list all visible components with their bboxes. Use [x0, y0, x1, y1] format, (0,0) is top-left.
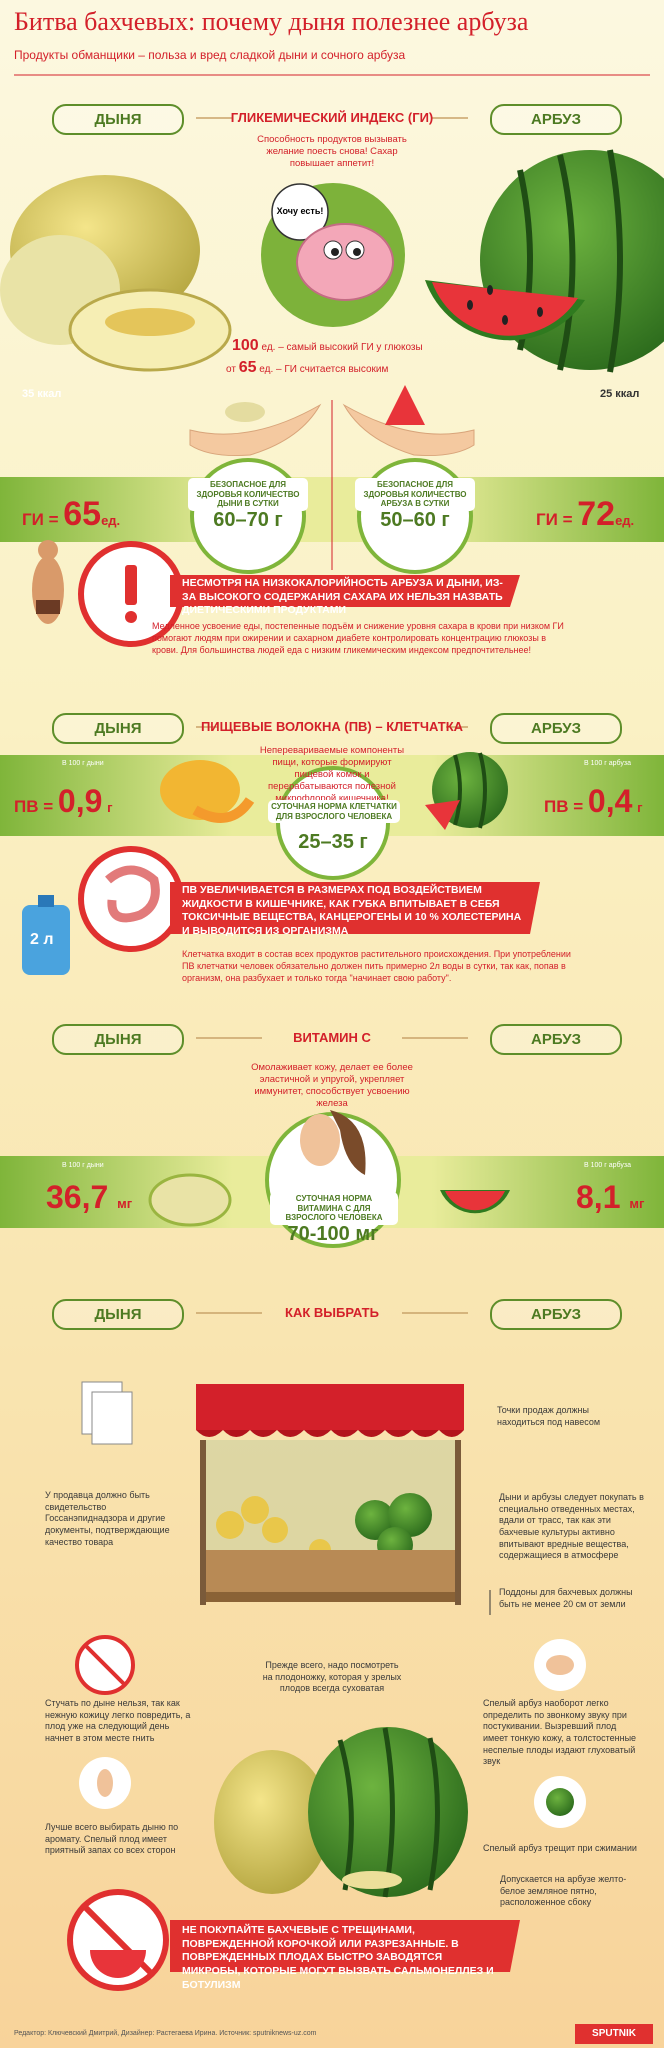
subtitle: Продукты обманщики – польза и вред сладк… — [14, 48, 406, 62]
watermelon-pill: АРБУЗ — [490, 1024, 622, 1055]
melon-pill: ДЫНЯ — [52, 104, 184, 135]
label: ПВ = — [544, 797, 584, 816]
melon-pill: ДЫНЯ — [52, 1024, 184, 1055]
value: 65 — [238, 359, 257, 376]
high-note: от 65 ед. – ГИ считается высоким — [226, 358, 388, 377]
unit: ед. — [615, 513, 635, 528]
description: Способность продуктов вызывать желание п… — [257, 134, 407, 169]
note: Клетчатка входит в состав всех продуктов… — [182, 949, 571, 984]
bottle-label: 2 л — [30, 931, 54, 948]
note: Медленное усвоение еды, постепенные подъ… — [152, 621, 564, 656]
label: ГИ = — [536, 510, 573, 529]
melon-kcal: 35 ккал — [22, 388, 62, 400]
norm-amount: 25–35 г — [298, 831, 368, 853]
speech-bubble: Хочу есть! — [276, 206, 324, 216]
unit: г — [107, 800, 113, 815]
section-title: ПИЩЕВЫЕ ВОЛОКНА (ПВ) – КЛЕТЧАТКА — [200, 719, 464, 734]
value: 0,4 — [587, 783, 633, 819]
safe-amount: 60–70 г — [213, 509, 283, 531]
section-title: ГЛИКЕМИЧЕСКИЙ ИНДЕКС (ГИ) — [230, 110, 434, 125]
description: Неперевариваемые компоненты пищи, которы… — [259, 745, 405, 804]
watermelon-kcal: 25 ккал — [600, 388, 640, 400]
watermelon-vitamin: 8,1 мг — [576, 1178, 644, 1216]
canopy-note: Точки продаж должны находиться под навес… — [497, 1405, 601, 1427]
per-100g: В 100 г арбуза — [584, 1162, 631, 1169]
unit: г — [637, 800, 643, 815]
description: Омолаживает кожу, делает ее более эласти… — [251, 1062, 413, 1109]
text: ед. – ГИ считается высоким — [259, 364, 389, 375]
melon-pill: ДЫНЯ — [52, 713, 184, 744]
watermelon-gi: ГИ = 72ед. — [536, 494, 634, 535]
spot-note: Допускается на арбузе желто-белое землян… — [500, 1874, 627, 1908]
watermelon-pill: АРБУЗ — [490, 713, 622, 744]
logo: SPUTNIK — [592, 2028, 636, 2039]
melon-fiber: ПВ = 0,9 г — [14, 782, 113, 820]
squeeze-note: Спелый арбуз трещит при сжимании — [483, 1843, 637, 1853]
value: 100 — [232, 337, 259, 354]
unit: мг — [629, 1196, 645, 1211]
melon-vitamin: 36,7 мг — [46, 1178, 132, 1216]
safe-label: БЕЗОПАСНОЕ ДЛЯ ЗДОРОВЬЯ КОЛИЧЕСТВО АРБУЗ… — [355, 478, 475, 511]
knock-watermelon-note: Спелый арбуз наоборот легко определить п… — [483, 1698, 637, 1767]
value: 8,1 — [576, 1179, 621, 1215]
knock-melon-note: Стучать по дыне нельзя, так как нежную к… — [45, 1698, 191, 1744]
unit: ед. — [101, 513, 121, 528]
credits: Редактор: Ключевский Дмитрий, Дизайнер: … — [14, 2030, 317, 2037]
section-title: ВИТАМИН С — [293, 1030, 371, 1045]
pallets-note: Поддоны для бахчевых должны быть не мене… — [499, 1587, 633, 1609]
value: 36,7 — [46, 1179, 109, 1215]
watermelon-pill: АРБУЗ — [490, 1299, 622, 1330]
norm-label: СУТОЧНАЯ НОРМА КЛЕТЧАТКИ ДЛЯ ВЗРОСЛОГО Ч… — [268, 800, 400, 824]
text: ед. – самый высокий ГИ у глюкозы — [261, 342, 423, 353]
title: Битва бахчевых: почему дыня полезнее арб… — [14, 7, 529, 36]
melon-gi: ГИ = 65ед. — [22, 494, 120, 535]
prefix: от — [226, 364, 236, 375]
melon-pill: ДЫНЯ — [52, 1299, 184, 1330]
norm-label: СУТОЧНАЯ НОРМА ВИТАМИНА С ДЛЯ ВЗРОСЛОГО … — [270, 1192, 398, 1225]
label: ГИ = — [22, 510, 59, 529]
watermelon-fiber: ПВ = 0,4 г — [544, 782, 643, 820]
safe-label: БЕЗОПАСНОЕ ДЛЯ ЗДОРОВЬЯ КОЛИЧЕСТВО ДЫНИ … — [188, 478, 308, 511]
glucose-note: 100 ед. – самый высокий ГИ у глюкозы — [232, 336, 423, 355]
per-100g: В 100 г дыни — [62, 760, 104, 767]
section-title: КАК ВЫБРАТЬ — [285, 1305, 379, 1320]
norm-amount: 70-100 мг — [287, 1223, 379, 1245]
warning-banner: НЕ ПОКУПАЙТЕ БАХЧЕВЫЕ С ТРЕЩИНАМИ, ПОВРЕ… — [182, 1924, 494, 1991]
value: 72 — [577, 495, 616, 533]
warning-banner: ПВ УВЕЛИЧИВАЕТСЯ В РАЗМЕРАХ ПОД ВОЗДЕЙСТ… — [182, 884, 522, 937]
warning-banner: НЕСМОТРЯ НА НИЗКОКАЛОРИЙНОСТЬ АРБУЗА И Д… — [182, 577, 503, 617]
places-note: Дыни и арбузы следует покупать в специал… — [499, 1492, 644, 1561]
label: ПВ = — [14, 797, 54, 816]
safe-amount: 50–60 г — [380, 509, 450, 531]
unit: мг — [117, 1196, 133, 1211]
value: 65 — [63, 495, 102, 533]
documents-note: У продавца должно быть свидетельство Гос… — [45, 1490, 170, 1547]
aroma-note: Лучше всего выбирать дыню по аромату. Сп… — [45, 1822, 179, 1856]
stem-note: Прежде всего, надо посмотреть на плодоно… — [262, 1660, 402, 1694]
watermelon-pill: АРБУЗ — [490, 104, 622, 135]
per-100g: В 100 г дыни — [62, 1162, 104, 1169]
value: 0,9 — [57, 783, 103, 819]
per-100g: В 100 г арбуза — [584, 760, 631, 767]
